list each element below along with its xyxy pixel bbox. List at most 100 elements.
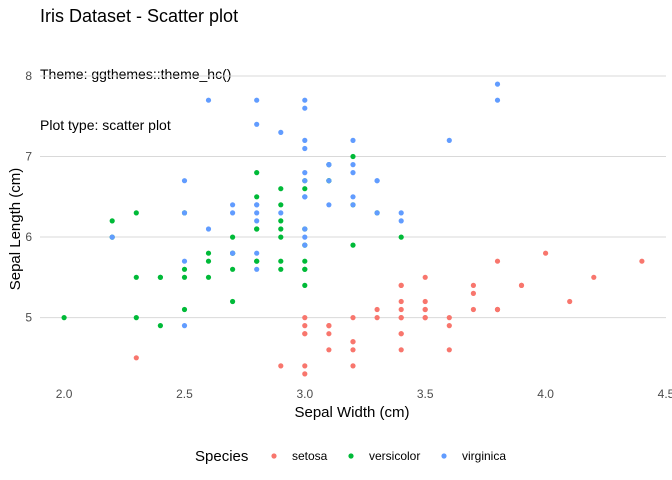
data-point [398, 306, 404, 313]
data-point [254, 210, 260, 216]
x-axis-ticks: 2.0 2.5 3.0 3.5 4.0 4.5 [56, 387, 672, 401]
data-point [350, 339, 356, 345]
data-point [422, 315, 428, 321]
data-point [398, 234, 404, 240]
series-virginica [109, 81, 501, 329]
data-point [302, 323, 308, 329]
subtitle-line-theme: Theme: ggthemes::theme_hc() [40, 66, 232, 82]
data-point [326, 347, 332, 353]
data-point [278, 186, 284, 192]
data-point [350, 194, 356, 200]
data-point [230, 266, 236, 272]
x-tick-label: 3.0 [297, 387, 314, 401]
data-point [254, 226, 260, 232]
data-point [61, 315, 67, 321]
data-point [494, 81, 501, 87]
data-point [398, 347, 404, 353]
data-point [470, 306, 476, 313]
data-point [278, 218, 284, 224]
data-point [398, 282, 404, 288]
legend-key-setosa [271, 453, 277, 459]
data-point [302, 363, 308, 369]
data-point [398, 298, 404, 305]
data-point [494, 306, 501, 313]
data-point [446, 137, 452, 143]
data-point [494, 258, 501, 264]
data-point [302, 371, 308, 377]
data-point [109, 218, 115, 224]
data-point [326, 178, 332, 184]
data-point [302, 186, 308, 192]
data-point [398, 218, 404, 224]
legend-label-virginica: virginica [462, 449, 506, 463]
data-point [181, 210, 188, 216]
data-point [567, 298, 573, 305]
data-point [254, 266, 260, 272]
data-point [133, 274, 139, 280]
data-point [302, 194, 308, 200]
data-point [181, 306, 188, 313]
data-point [133, 355, 139, 361]
data-point [326, 323, 332, 329]
data-point [302, 105, 308, 111]
data-point [278, 226, 284, 232]
data-point [350, 170, 356, 176]
data-point [133, 315, 139, 321]
data-point [181, 258, 188, 264]
subtitle-line-plot-type: Plot type: scatter plot [40, 117, 171, 133]
y-axis-ticks: 5 6 7 8 [25, 69, 32, 325]
series-setosa [133, 250, 645, 377]
data-point [278, 234, 284, 240]
data-point [302, 234, 308, 240]
x-tick-label: 2.5 [176, 387, 193, 401]
data-point [254, 202, 260, 208]
data-point [254, 97, 260, 103]
data-point [181, 266, 188, 272]
data-point [470, 282, 476, 288]
data-point [278, 363, 284, 369]
y-axis-title: Sepal Length (cm) [7, 168, 24, 291]
data-point [518, 282, 525, 288]
data-point [350, 162, 356, 168]
data-point [422, 306, 428, 313]
data-point [494, 97, 501, 103]
data-point [254, 250, 260, 256]
data-point [133, 210, 139, 216]
data-point [157, 323, 163, 329]
x-tick-label: 4.0 [537, 387, 554, 401]
data-point [398, 210, 404, 216]
data-point [470, 290, 476, 296]
data-point [302, 258, 308, 264]
data-point [374, 315, 380, 321]
data-point [639, 258, 645, 264]
data-point [350, 137, 356, 143]
data-point [278, 129, 284, 135]
data-point [205, 226, 212, 232]
data-point [181, 178, 188, 184]
data-point [278, 210, 284, 216]
data-point [302, 226, 308, 232]
data-point [302, 97, 308, 103]
data-point [254, 170, 260, 176]
data-point [302, 266, 308, 272]
data-point [302, 331, 308, 337]
data-point [374, 178, 380, 184]
data-point [591, 274, 597, 280]
data-points [61, 81, 645, 377]
data-point [254, 194, 260, 200]
chart-subtitle: Theme: ggthemes::theme_hc() Plot type: s… [40, 32, 231, 151]
data-point [422, 274, 428, 280]
legend-key-virginica [441, 453, 447, 459]
data-point [230, 250, 236, 256]
data-point [230, 234, 236, 240]
series-versicolor [61, 153, 404, 329]
data-point [350, 202, 356, 208]
data-point [374, 306, 380, 313]
data-point [230, 298, 236, 305]
data-point [205, 274, 212, 280]
data-point [350, 347, 356, 353]
data-point [302, 178, 308, 184]
data-point [302, 315, 308, 321]
data-point [205, 250, 212, 256]
